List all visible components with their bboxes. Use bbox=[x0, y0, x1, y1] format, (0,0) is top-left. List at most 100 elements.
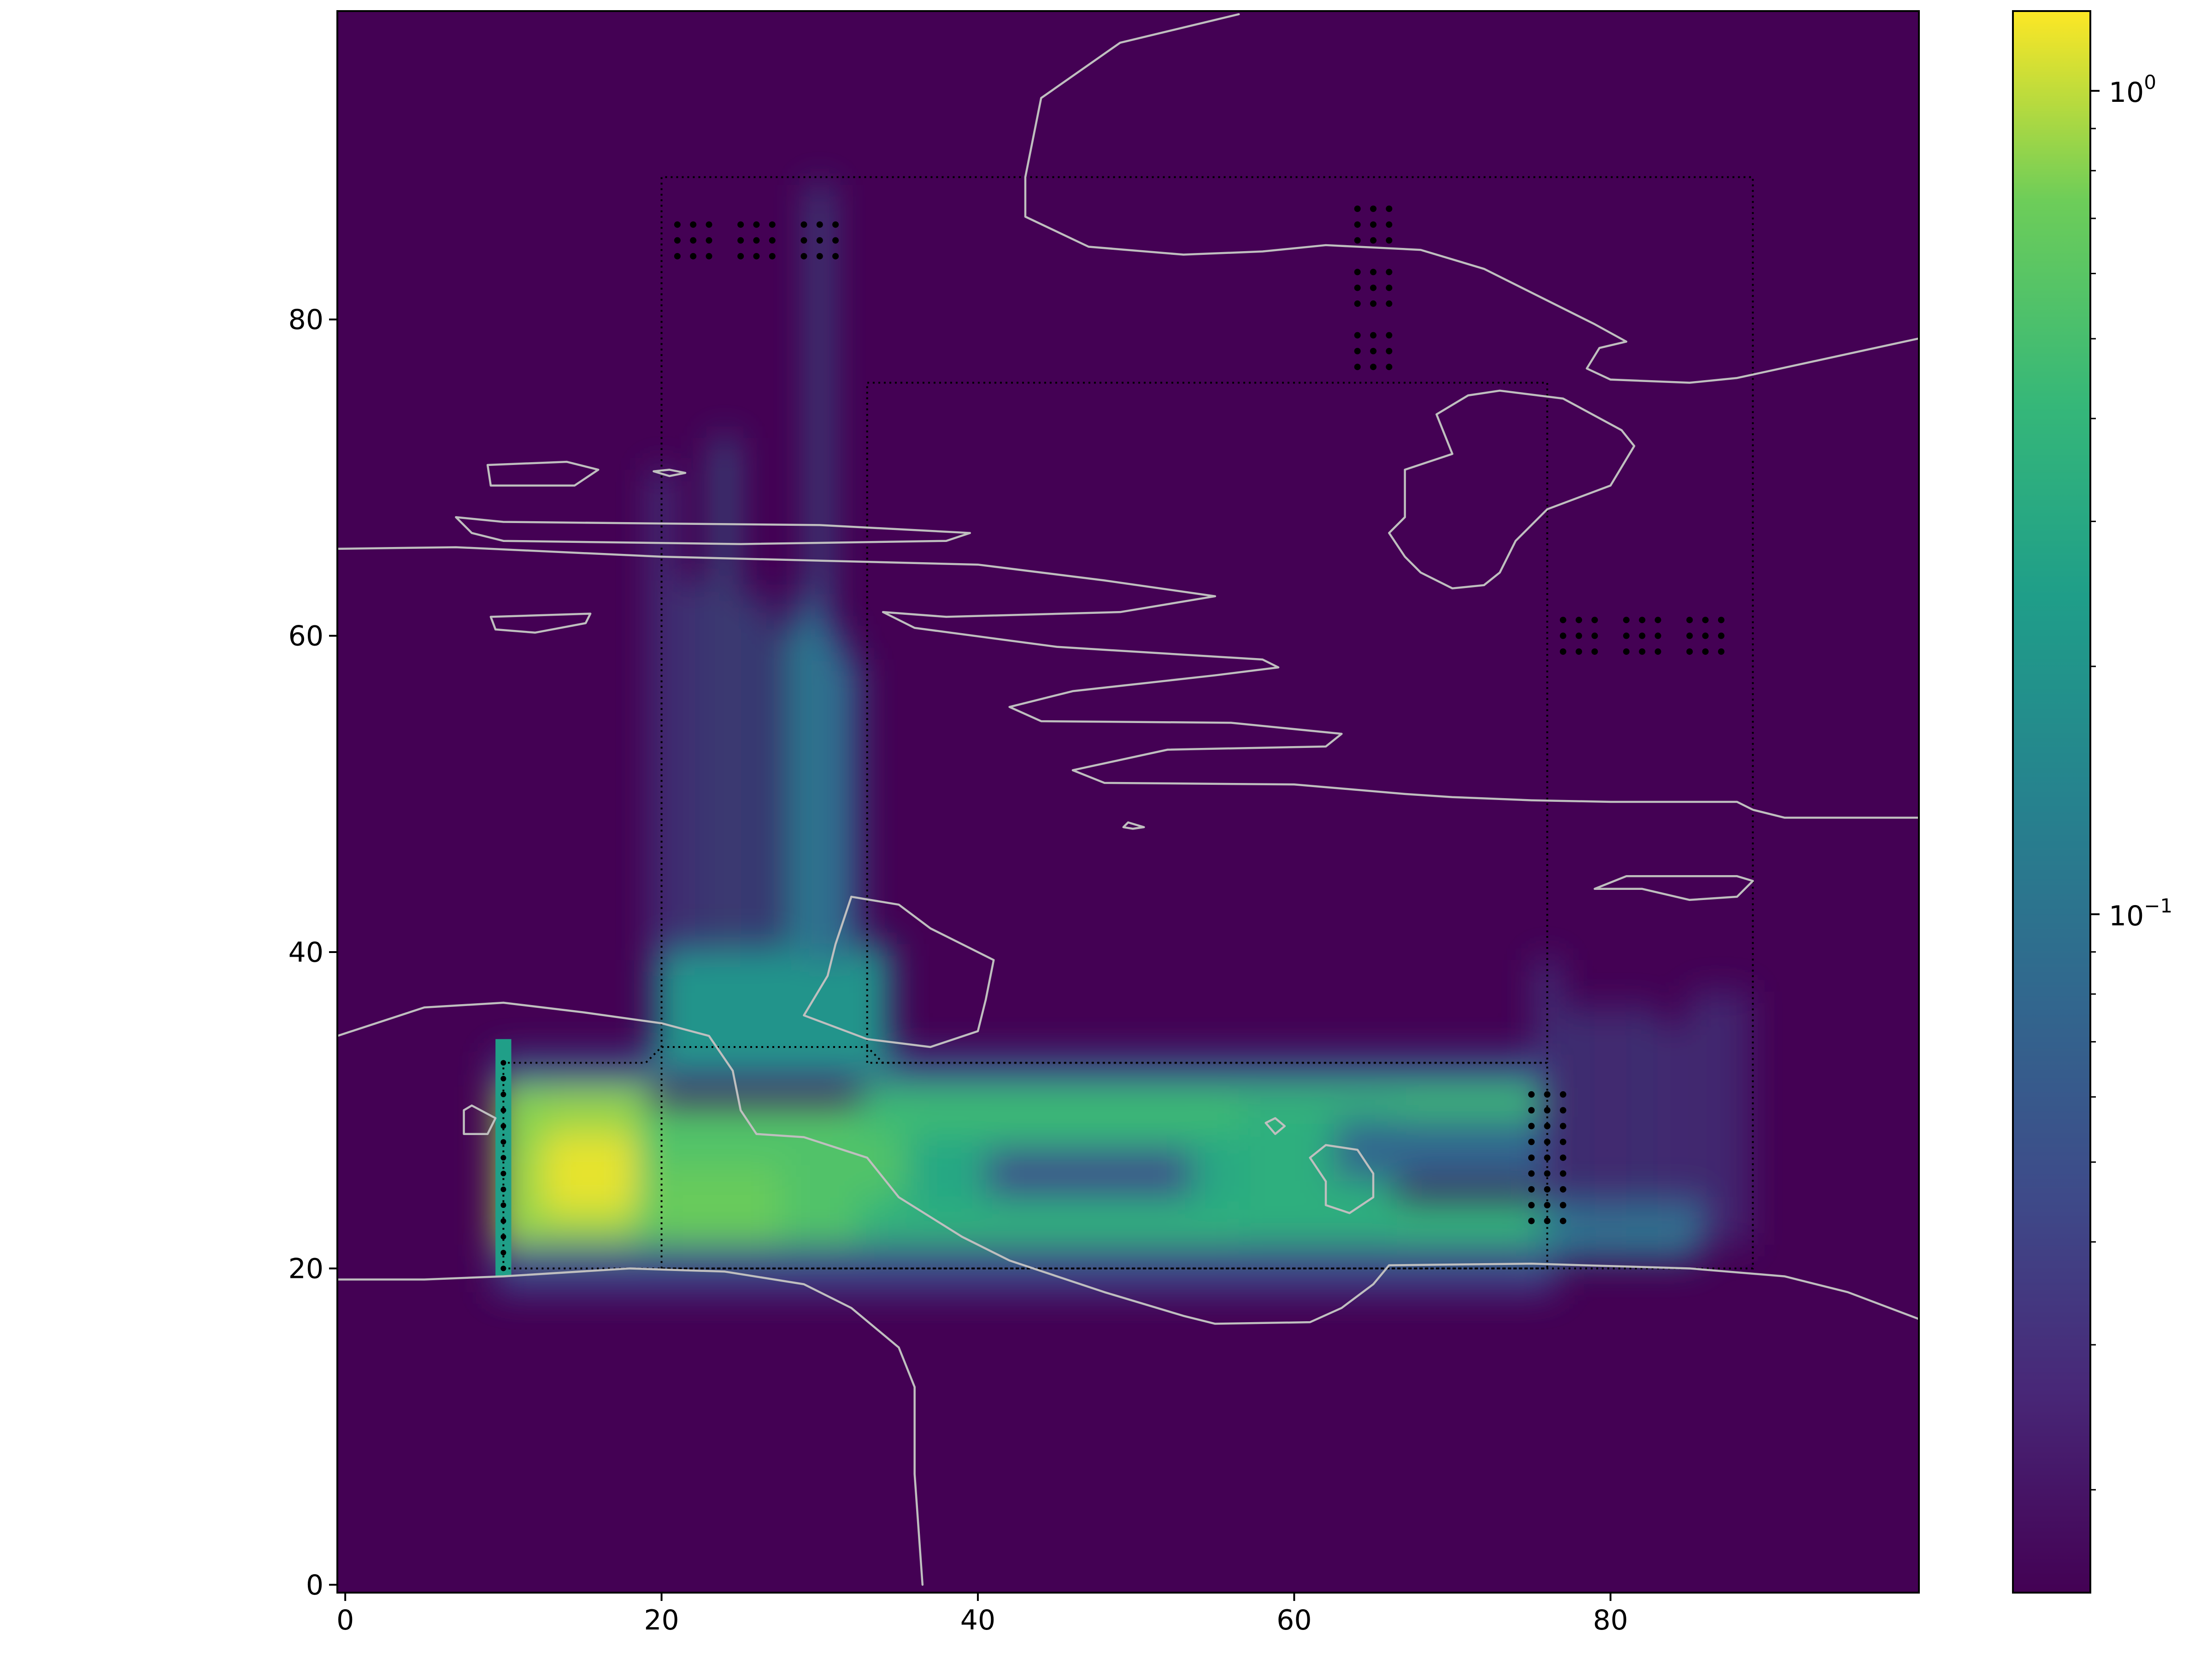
dot-marker bbox=[1354, 300, 1361, 307]
x-tick-label: 0 bbox=[336, 1604, 354, 1636]
dot-marker bbox=[1544, 1107, 1551, 1114]
plot-frame bbox=[336, 10, 1920, 1594]
dot-marker bbox=[1544, 1123, 1551, 1130]
dot-cluster bbox=[1354, 269, 1393, 307]
dot-marker bbox=[1718, 617, 1724, 624]
dot-marker bbox=[1623, 617, 1630, 624]
dot-marker bbox=[800, 221, 807, 228]
dot-marker bbox=[1528, 1107, 1535, 1114]
dot-marker bbox=[1370, 364, 1377, 371]
heat-region bbox=[1334, 1118, 1540, 1182]
dot-marker bbox=[1559, 1170, 1566, 1177]
heat-region bbox=[495, 1244, 1555, 1292]
y-tick-label: 20 bbox=[288, 1253, 324, 1285]
dot-marker bbox=[674, 253, 681, 259]
contour-line bbox=[486, 460, 600, 487]
dot-marker bbox=[1623, 632, 1630, 639]
dot-marker bbox=[500, 1107, 506, 1113]
contour-line bbox=[489, 612, 592, 634]
dot-marker bbox=[1528, 1091, 1535, 1098]
contour-lines bbox=[337, 13, 1919, 1586]
dot-marker bbox=[1528, 1186, 1535, 1193]
contour-line bbox=[1309, 1144, 1375, 1214]
x-tick-label: 20 bbox=[644, 1604, 679, 1636]
heat-streak bbox=[780, 628, 796, 960]
contour-line bbox=[653, 469, 687, 477]
dot-marker bbox=[1386, 332, 1393, 339]
y-tick-label: 0 bbox=[306, 1569, 324, 1601]
dot-marker bbox=[674, 221, 681, 228]
dot-marker bbox=[769, 221, 776, 228]
colorbar-tick-label: 10−1 bbox=[2109, 894, 2172, 932]
heat-streak bbox=[1729, 991, 1745, 1245]
dot-marker bbox=[1354, 206, 1361, 212]
dot-marker bbox=[690, 221, 697, 228]
dot-marker bbox=[1576, 632, 1583, 639]
y-axis: 0 20 40 60 80 bbox=[288, 304, 337, 1601]
dot-marker bbox=[1686, 617, 1693, 624]
dot-marker bbox=[1370, 221, 1377, 228]
heat-streak bbox=[812, 185, 828, 960]
dot-marker bbox=[1386, 206, 1393, 212]
dot-marker bbox=[1718, 632, 1724, 639]
dot-cluster bbox=[1354, 206, 1393, 244]
dot-marker bbox=[500, 1076, 506, 1082]
heat-streak bbox=[1697, 991, 1713, 1245]
heat-streak bbox=[685, 580, 701, 960]
dot-marker bbox=[500, 1218, 506, 1224]
dot-marker bbox=[1591, 632, 1598, 639]
dot-marker bbox=[1386, 300, 1393, 307]
contour-line bbox=[463, 1104, 497, 1135]
dot-cluster bbox=[674, 221, 712, 259]
contour-line bbox=[803, 895, 995, 1048]
dot-marker bbox=[1354, 237, 1361, 244]
heat-region bbox=[986, 1150, 1192, 1197]
y-tick-label: 80 bbox=[288, 304, 324, 336]
heat-region bbox=[543, 1134, 654, 1213]
dot-marker bbox=[1354, 364, 1361, 371]
dot-marker bbox=[1559, 1123, 1566, 1130]
dot-marker bbox=[1559, 648, 1566, 655]
dot-marker bbox=[769, 253, 776, 259]
heat-streak bbox=[827, 628, 844, 960]
dot-marker bbox=[737, 221, 744, 228]
dot-marker bbox=[1654, 632, 1661, 639]
dot-marker bbox=[1386, 364, 1393, 371]
dot-marker bbox=[500, 1060, 506, 1066]
dot-marker bbox=[690, 253, 697, 259]
colorbar-frame bbox=[2012, 10, 2091, 1594]
dot-marker bbox=[1559, 617, 1566, 624]
dot-marker bbox=[1702, 632, 1709, 639]
contour-line bbox=[1594, 875, 1754, 901]
dot-cluster bbox=[1528, 1091, 1566, 1130]
dot-marker bbox=[1576, 648, 1583, 655]
x-tick-label: 60 bbox=[1277, 1604, 1312, 1636]
dot-marker bbox=[1544, 1202, 1551, 1209]
heat-streak bbox=[1665, 1023, 1682, 1245]
x-axis: 0 20 40 60 80 bbox=[336, 1593, 1628, 1636]
heat-streak bbox=[1571, 1007, 1587, 1245]
contour-line bbox=[337, 1267, 924, 1586]
dot-marker bbox=[1559, 1138, 1566, 1145]
dot-marker bbox=[1544, 1154, 1551, 1161]
dot-marker bbox=[1576, 617, 1583, 624]
dot-marker bbox=[690, 237, 697, 244]
heatmap-axes: 0 20 40 60 80 0 20 40 60 80 bbox=[288, 10, 1920, 1636]
dot-marker bbox=[753, 221, 760, 228]
contour-line bbox=[1122, 821, 1145, 830]
dot-marker bbox=[1623, 648, 1630, 655]
dot-marker bbox=[1559, 1202, 1566, 1209]
dot-marker bbox=[1386, 347, 1393, 354]
y-tick-label: 40 bbox=[288, 936, 324, 969]
dot-marker bbox=[500, 1155, 506, 1161]
contour-line bbox=[1265, 1117, 1286, 1135]
dot-cluster bbox=[1354, 332, 1393, 371]
dot-marker bbox=[1559, 1107, 1566, 1114]
dot-marker bbox=[500, 1123, 506, 1129]
marker-dots bbox=[500, 206, 1724, 1271]
dot-cluster bbox=[1559, 617, 1598, 655]
contour-line bbox=[337, 1001, 1919, 1325]
dot-marker bbox=[800, 253, 807, 259]
